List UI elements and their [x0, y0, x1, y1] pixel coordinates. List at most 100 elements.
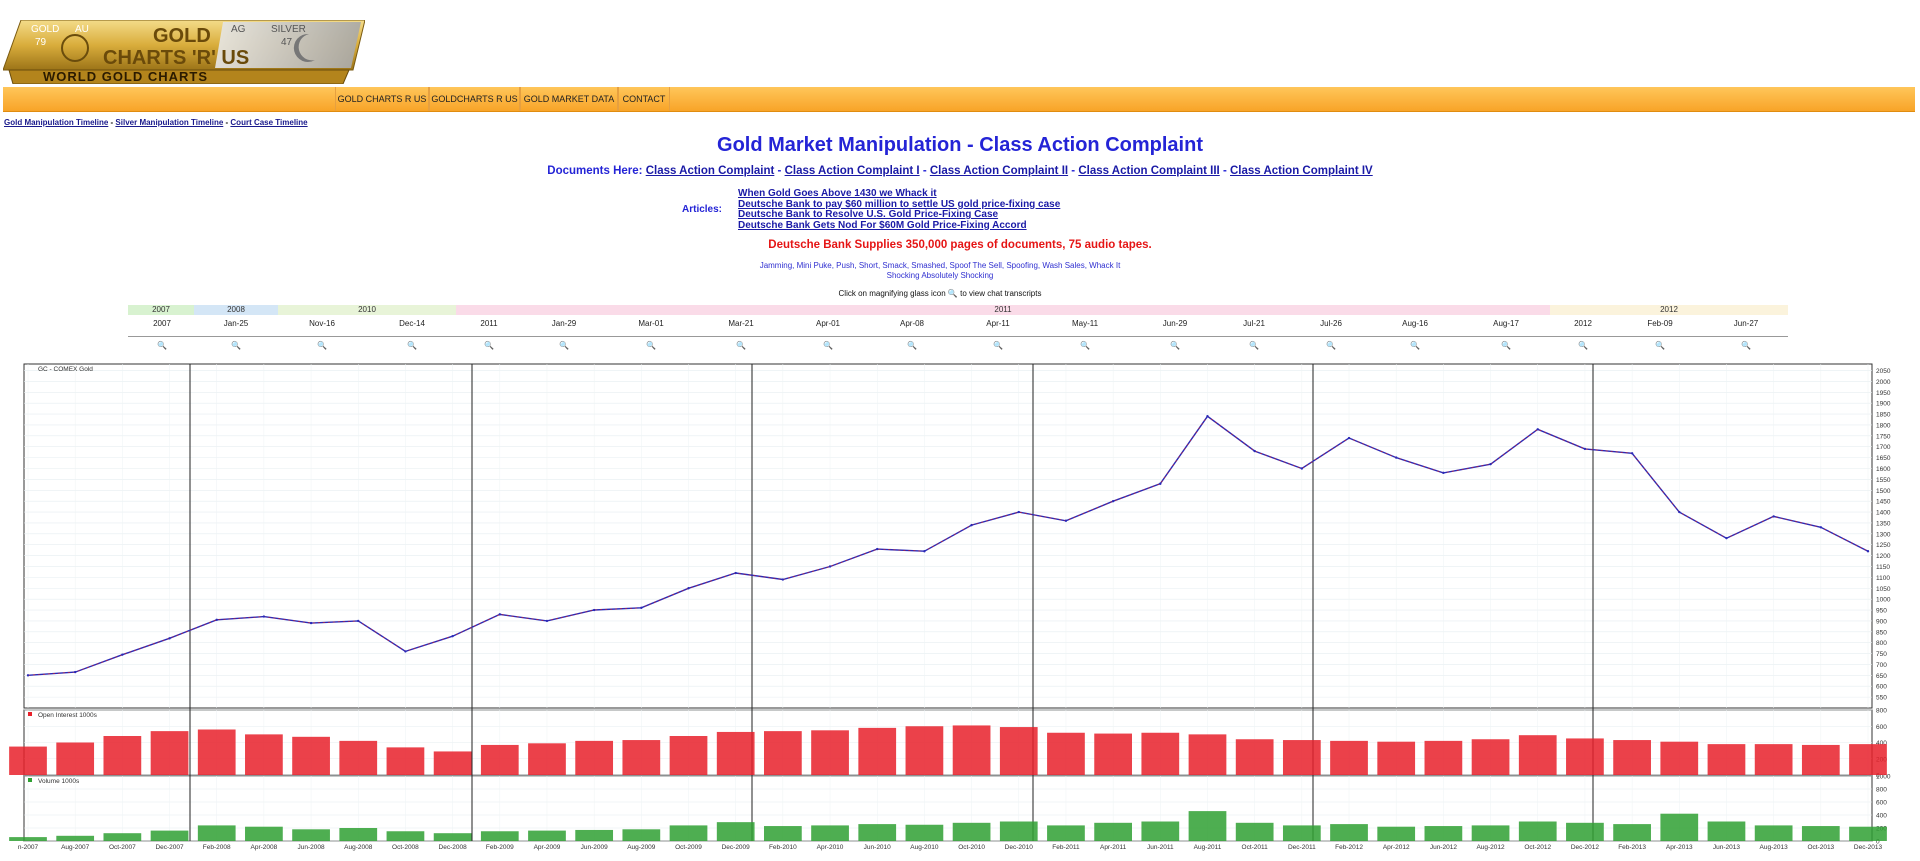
nav-contact[interactable]: CONTACT [618, 87, 670, 111]
bar [292, 736, 330, 775]
y-tick-label: 1250 [1876, 542, 1891, 549]
y-tick-label: 1900 [1876, 401, 1891, 408]
bar [150, 731, 189, 775]
bar [480, 831, 519, 841]
magnifier-icon[interactable]: 🔍 [1501, 341, 1511, 350]
bar [1660, 741, 1699, 775]
y-tick-label: 1400 [1876, 510, 1891, 517]
timeline-links: Gold Manipulation Timeline - Silver Mani… [4, 118, 308, 127]
magnifier-icon[interactable]: 🔍 [407, 341, 417, 350]
magnifier-icon[interactable]: 🔍 [1655, 341, 1665, 350]
magnifier-icon[interactable]: 🔍 [907, 341, 917, 350]
bar [1235, 822, 1274, 841]
magnifier-icon[interactable]: 🔍 [646, 341, 656, 350]
magnifier-icon[interactable]: 🔍 [484, 341, 494, 350]
price-series-overlay [27, 415, 1869, 676]
doc-link-complaint[interactable]: Class Action Complaint [645, 165, 775, 177]
x-tick-label: Aug-2013 [1760, 844, 1789, 851]
panel-title: Volume 1000s [38, 778, 80, 785]
x-tick-label: Oct-2011 [1242, 844, 1269, 851]
nav-goldcharts-r-us[interactable]: GOLDCHARTS R US [429, 87, 520, 111]
magnifier-icon[interactable]: 🔍 [157, 341, 167, 350]
y-tick-label: 0 [1876, 773, 1880, 780]
price-point [1064, 519, 1068, 522]
price-point [1536, 428, 1539, 431]
bar [952, 822, 991, 841]
price-point [1678, 510, 1681, 514]
y-tick-label: 800 [1876, 640, 1887, 647]
x-tick-label: Jun-2009 [581, 844, 608, 851]
y-tick-label: 400 [1876, 813, 1887, 820]
bar [1047, 732, 1085, 775]
price-point [781, 578, 785, 581]
price-point [451, 634, 454, 638]
logo-silver-symbol: AG [231, 24, 246, 35]
magnifier-icon[interactable]: 🔍 [1326, 341, 1336, 350]
price-point [1017, 510, 1020, 514]
magnifier-icon[interactable]: 🔍 [1249, 341, 1259, 350]
magnifier-icon[interactable]: 🔍 [231, 341, 241, 350]
magnifier-icon[interactable]: 🔍 [1578, 341, 1588, 350]
x-tick-label: Aug-2012 [1476, 844, 1505, 851]
magnifier-icon[interactable]: 🔍 [1410, 341, 1420, 350]
click-note: Click on magnifying glass icon 🔍 to view… [838, 289, 1042, 298]
gold-timeline-link[interactable]: Gold Manipulation Timeline [4, 118, 109, 127]
bar [1801, 744, 1840, 775]
timeline-tick: Apr-01 [815, 319, 841, 328]
article-link[interactable]: When Gold Goes Above 1430 we Whack it [738, 188, 937, 199]
x-tick-label: Jun-2011 [1147, 844, 1174, 851]
timeline-tick: Jul-26 [1320, 319, 1342, 328]
bar [622, 740, 661, 775]
nav-gold-charts-r-us[interactable]: GOLD CHARTS R US [335, 87, 429, 111]
price-point [1489, 462, 1492, 466]
court-timeline-link[interactable]: Court Case Timeline [230, 118, 308, 127]
logo-gold-label: GOLD [31, 24, 59, 35]
magnifier-icon[interactable]: 🔍 [1741, 341, 1751, 350]
x-tick-label: Jun-2012 [1430, 844, 1457, 851]
magnifier-icon[interactable]: 🔍 [317, 341, 327, 350]
bar [1330, 824, 1368, 841]
doc-link-complaint-i[interactable]: Class Action Complaint I [784, 165, 920, 177]
doc-link-complaint-ii[interactable]: Class Action Complaint II [929, 165, 1069, 177]
magnifier-icon[interactable]: 🔍 [559, 341, 569, 350]
y-tick-label: 1550 [1876, 477, 1891, 484]
bar [1754, 744, 1793, 775]
supplies-notice: Deutsche Bank Supplies 350,000 pages of … [768, 239, 1152, 251]
article-link[interactable]: Deutsche Bank to pay $60 million to sett… [738, 198, 1061, 210]
bar [1471, 825, 1510, 841]
x-tick-label: Aug-2007 [61, 844, 90, 851]
bar [1754, 825, 1793, 841]
price-point [168, 637, 171, 640]
gold-charts-logo[interactable]: GOLD AU 79 SILVER AG 47 GOLD CHARTS 'R' … [3, 20, 365, 84]
article-link[interactable]: Deutsche Bank Gets Nod For $60M Gold Pri… [738, 219, 1027, 231]
separator: - [774, 165, 785, 177]
doc-link-complaint-iii[interactable]: Class Action Complaint III [1078, 165, 1220, 177]
magnifier-icon[interactable]: 🔍 [823, 341, 833, 350]
x-tick-label: Feb-2011 [1052, 844, 1080, 851]
price-point [1111, 499, 1115, 503]
y-tick-label: 1450 [1876, 499, 1891, 506]
magnifier-icon[interactable]: 🔍 [1170, 341, 1180, 350]
timeline-divider [128, 336, 1788, 337]
bar [197, 825, 236, 841]
timeline-tick: Mar-21 [728, 319, 754, 328]
separator: - [108, 118, 116, 127]
magnifier-icon[interactable]: 🔍 [993, 341, 1003, 350]
bar [1047, 825, 1085, 841]
magnifier-icon[interactable]: 🔍 [1080, 341, 1090, 350]
nav-gold-market-data[interactable]: GOLD MARKET DATA [520, 87, 618, 111]
magnifier-icon[interactable]: 🔍 [736, 341, 746, 350]
bar [1801, 826, 1840, 841]
bar [1377, 826, 1416, 841]
silver-timeline-link[interactable]: Silver Manipulation Timeline [115, 118, 224, 127]
bar [1188, 734, 1227, 775]
article-link[interactable]: Deutsche Bank to Resolve U.S. Gold Price… [738, 209, 999, 220]
bar [1094, 822, 1132, 841]
timeline-tick: Jun-27 [1733, 319, 1759, 328]
bar [386, 747, 425, 775]
bar [1235, 739, 1274, 775]
doc-link-complaint-iv[interactable]: Class Action Complaint IV [1230, 165, 1373, 177]
bar [339, 828, 378, 841]
bar [952, 725, 991, 775]
bar [764, 731, 802, 775]
